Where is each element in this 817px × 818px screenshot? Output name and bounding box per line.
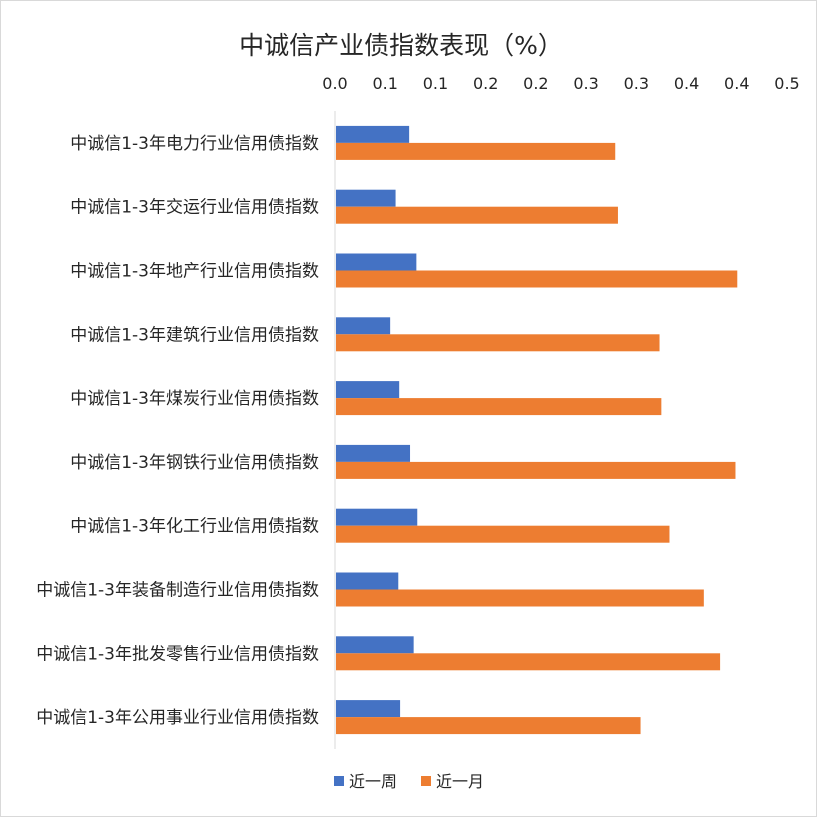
legend-swatch <box>421 776 431 786</box>
category-label: 中诚信1-3年地产行业信用债指数 <box>70 262 319 282</box>
legend-label: 近一月 <box>436 772 484 791</box>
x-tick-label: 0.5 <box>774 74 799 93</box>
category-label: 中诚信1-3年煤炭行业信用债指数 <box>70 389 319 409</box>
bar-month <box>336 653 721 671</box>
x-tick-label: 0.3 <box>573 74 598 93</box>
bar-week <box>336 700 401 718</box>
bar-month <box>336 398 662 416</box>
bar-week <box>336 317 391 335</box>
category-label: 中诚信1-3年化工行业信用债指数 <box>70 517 319 537</box>
bar-week <box>336 253 417 271</box>
legend-label: 近一周 <box>349 772 397 791</box>
category-label: 中诚信1-3年公用事业行业信用债指数 <box>36 708 319 728</box>
x-tick-label: 0.2 <box>473 74 498 93</box>
category-label: 中诚信1-3年批发零售行业信用债指数 <box>36 644 319 664</box>
legend-swatch <box>334 776 344 786</box>
bar-month <box>336 334 660 352</box>
bar-week <box>336 125 410 143</box>
bar-week <box>336 572 399 590</box>
category-label: 中诚信1-3年钢铁行业信用债指数 <box>70 453 319 473</box>
bar-week <box>336 189 396 207</box>
bar-month <box>336 717 641 735</box>
bar-month <box>336 589 704 607</box>
chart-title: 中诚信产业债指数表现（%） <box>239 31 563 60</box>
bar-month <box>336 206 618 224</box>
bar-month <box>336 461 736 479</box>
bar-week <box>336 636 414 654</box>
bar-week <box>336 444 411 462</box>
category-label: 中诚信1-3年电力行业信用债指数 <box>70 134 319 154</box>
x-tick-label: 0.4 <box>674 74 699 93</box>
x-tick-label: 0.3 <box>624 74 649 93</box>
x-tick-label: 0.4 <box>724 74 749 93</box>
x-tick-label: 0.1 <box>423 74 448 93</box>
category-label: 中诚信1-3年建筑行业信用债指数 <box>70 325 319 345</box>
bar-month <box>336 270 738 288</box>
x-tick-label: 0.2 <box>523 74 548 93</box>
x-tick-label: 0.0 <box>322 74 347 93</box>
bar-month <box>336 525 670 543</box>
category-label: 中诚信1-3年交运行业信用债指数 <box>70 198 319 218</box>
bar-month <box>336 142 616 160</box>
bar-week <box>336 508 418 526</box>
bar-week <box>336 381 400 399</box>
x-tick-label: 0.1 <box>372 74 397 93</box>
category-label: 中诚信1-3年装备制造行业信用债指数 <box>36 581 319 601</box>
